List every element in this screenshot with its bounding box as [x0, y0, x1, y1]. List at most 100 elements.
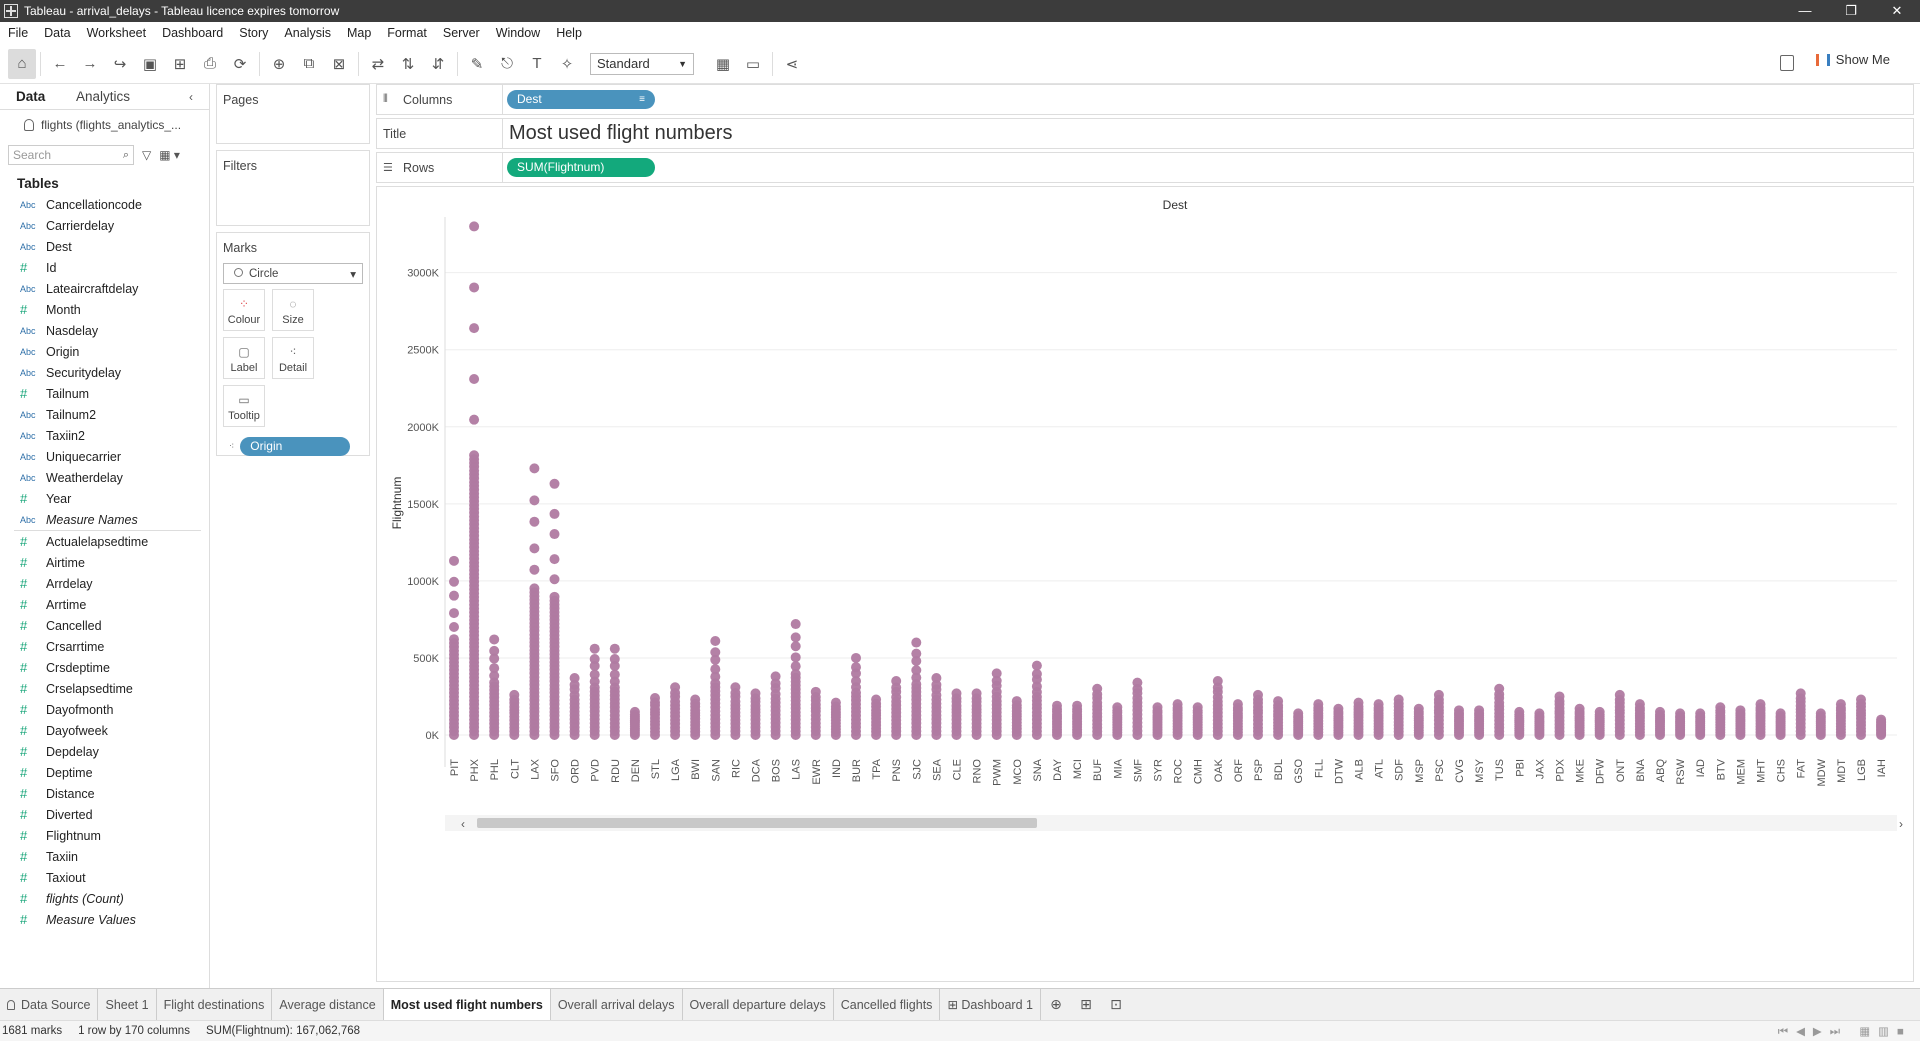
field-arrdelay[interactable]: # Arrdelay [0, 573, 209, 594]
filters-shelf[interactable]: Filters [216, 150, 370, 226]
field-depdelay[interactable]: # Depdelay [0, 741, 209, 762]
field-flights-count[interactable]: # flights (Count) [0, 888, 209, 909]
new-worksheet-tab-icon[interactable]: ⊕ [1050, 996, 1062, 1012]
field-actualelapsedtime[interactable]: # Actualelapsedtime [0, 531, 209, 552]
field-dest[interactable]: Abc Dest [0, 236, 209, 257]
share-icon[interactable]: ⋖ [785, 55, 799, 73]
field-deptime[interactable]: # Deptime [0, 762, 209, 783]
title-shelf[interactable]: Title Most used flight numbers [376, 118, 1914, 149]
tab-sheet-1[interactable]: Sheet 1 [98, 988, 157, 1021]
field-crsarrtime[interactable]: # Crsarrtime [0, 636, 209, 657]
tab-data-source[interactable]: Data Source [0, 988, 99, 1021]
field-securitydelay[interactable]: Abc Securitydelay [0, 362, 209, 383]
field-measure-names[interactable]: Abc Measure Names [0, 509, 209, 530]
sort-descending-icon[interactable]: ⇵ [431, 55, 445, 73]
presentation-mode-icon[interactable]: ▭ [745, 55, 761, 73]
duplicate-sheet-icon[interactable]: ⧉ [303, 55, 315, 72]
scatter-chart[interactable]: Dest 0K 500K 1000K 1500K 2000K 2500K 3000K Fligh… [377, 187, 1913, 981]
field-carrierdelay[interactable]: Abc Carrierdelay [0, 215, 209, 236]
menu-worksheet[interactable]: Worksheet [86, 26, 147, 40]
tab-average-distance[interactable]: Average distance [272, 988, 384, 1021]
tab-data[interactable]: Data [16, 89, 46, 104]
swap-rows-columns-icon[interactable]: ⇄ [371, 55, 385, 73]
redo-icon[interactable]: → [82, 55, 98, 72]
field-flightnum[interactable]: # Flightnum [0, 825, 209, 846]
pages-shelf[interactable]: Pages [216, 84, 370, 144]
flightnum-pill[interactable]: SUM(Flightnum) [507, 158, 655, 177]
datasource-item[interactable]: flights (flights_analytics_... [0, 110, 209, 140]
clear-sheet-icon[interactable]: ⊠ [332, 55, 346, 73]
minimize-button[interactable]: — [1798, 3, 1812, 18]
rows-shelf[interactable]: ☰ Rows SUM(Flightnum) [376, 152, 1914, 183]
menu-file[interactable]: File [8, 26, 29, 40]
field-distance[interactable]: # Distance [0, 783, 209, 804]
columns-shelf[interactable]: ⦀ Columns Dest ≡ [376, 84, 1914, 115]
origin-pill[interactable]: Origin [240, 437, 351, 456]
show-mark-labels-icon[interactable]: T [532, 55, 542, 72]
label-button[interactable]: ▢ Label [223, 337, 265, 379]
field-crsdeptime[interactable]: # Crsdeptime [0, 657, 209, 678]
field-diverted[interactable]: # Diverted [0, 804, 209, 825]
field-nasdelay[interactable]: Abc Nasdelay [0, 320, 209, 341]
field-crselapsedtime[interactable]: # Crselapsedtime [0, 678, 209, 699]
sheet-title[interactable]: Most used flight numbers [509, 122, 733, 144]
menu-help[interactable]: Help [556, 26, 582, 40]
field-cancelled[interactable]: # Cancelled [0, 615, 209, 636]
field-tailnum2[interactable]: Abc Tailnum2 [0, 404, 209, 425]
visualization[interactable]: Dest 0K 500K 1000K 1500K 2000K 2500K 3000K Fligh… [376, 186, 1914, 982]
field-taxiin2[interactable]: Abc Taxiin2 [0, 425, 209, 446]
menu-format[interactable]: Format [387, 26, 427, 40]
fix-axes-icon[interactable]: ✧ [560, 55, 574, 73]
tab-flight-destinations[interactable]: Flight destinations [157, 988, 273, 1021]
pause-updates-icon[interactable]: ⎙ [203, 55, 216, 72]
menu-map[interactable]: Map [346, 26, 372, 40]
sheet-nav-icons[interactable]: ⏮◀▶⏭ ▦▥■ [1777, 1025, 1912, 1038]
field-year[interactable]: # Year [0, 488, 209, 509]
field-uniquecarrier[interactable]: Abc Uniquecarrier [0, 446, 209, 467]
menu-dashboard[interactable]: Dashboard [162, 26, 224, 40]
tab-overall-departure-delays[interactable]: Overall departure delays [683, 988, 834, 1021]
undo-icon[interactable]: ← [52, 55, 68, 72]
collapse-pane-icon[interactable]: ‹ [189, 90, 193, 104]
field-airtime[interactable]: # Airtime [0, 552, 209, 573]
format-painter-icon[interactable] [1780, 55, 1794, 71]
show-cards-icon[interactable]: ▦ [715, 55, 731, 73]
menu-story[interactable]: Story [239, 26, 269, 40]
field-lateaircraftdelay[interactable]: Abc Lateaircraftdelay [0, 278, 209, 299]
field-id[interactable]: # Id [0, 257, 209, 278]
tab-overall-arrival-delays[interactable]: Overall arrival delays [551, 988, 683, 1021]
field-month[interactable]: # Month [0, 299, 209, 320]
tab-cancelled-flights[interactable]: Cancelled flights [834, 988, 941, 1021]
show-me-button[interactable]: Show Me [1815, 52, 1890, 67]
restore-button[interactable]: ❐ [1845, 3, 1857, 18]
home-icon[interactable]: ⌂ [8, 48, 36, 79]
close-button[interactable]: ✕ [1891, 3, 1903, 18]
colour-button[interactable]: ⁘ Colour [223, 289, 265, 331]
menu-window[interactable]: Window [495, 26, 541, 40]
refresh-icon[interactable]: ⟳ [233, 55, 247, 73]
highlight-icon[interactable]: ✎ [470, 55, 484, 73]
new-worksheet-icon[interactable]: ⊕ [272, 55, 286, 73]
field-search-input[interactable]: Search ⌕ [8, 145, 134, 165]
field-dayofweek[interactable]: # Dayofweek [0, 720, 209, 741]
menu-analysis[interactable]: Analysis [284, 26, 331, 40]
group-members-icon[interactable]: ⎋ [501, 55, 513, 72]
tab-most-used-flight-numbers[interactable]: Most used flight numbers [383, 988, 551, 1021]
menu-server[interactable]: Server [442, 26, 480, 40]
sort-ascending-icon[interactable]: ⇅ [401, 55, 415, 73]
field-tailnum[interactable]: # Tailnum [0, 383, 209, 404]
menu-data[interactable]: Data [44, 26, 71, 40]
view-options-icon[interactable]: ▦ ▾ [159, 148, 180, 162]
new-datasource-icon[interactable]: ⊞ [173, 55, 187, 73]
save-icon[interactable]: ▣ [142, 55, 158, 73]
dest-pill[interactable]: Dest ≡ [507, 90, 655, 109]
fit-select[interactable]: Standard ▼ [590, 52, 694, 75]
field-taxiin[interactable]: # Taxiin [0, 846, 209, 867]
new-story-tab-icon[interactable]: ⊡ [1110, 996, 1122, 1012]
field-arrtime[interactable]: # Arrtime [0, 594, 209, 615]
field-taxiout[interactable]: # Taxiout [0, 867, 209, 888]
mark-type-select[interactable]: Circle ▾ [223, 263, 363, 284]
new-dashboard-tab-icon[interactable]: ⊞ [1080, 996, 1092, 1012]
field-dayofmonth[interactable]: # Dayofmonth [0, 699, 209, 720]
field-origin[interactable]: Abc Origin [0, 341, 209, 362]
